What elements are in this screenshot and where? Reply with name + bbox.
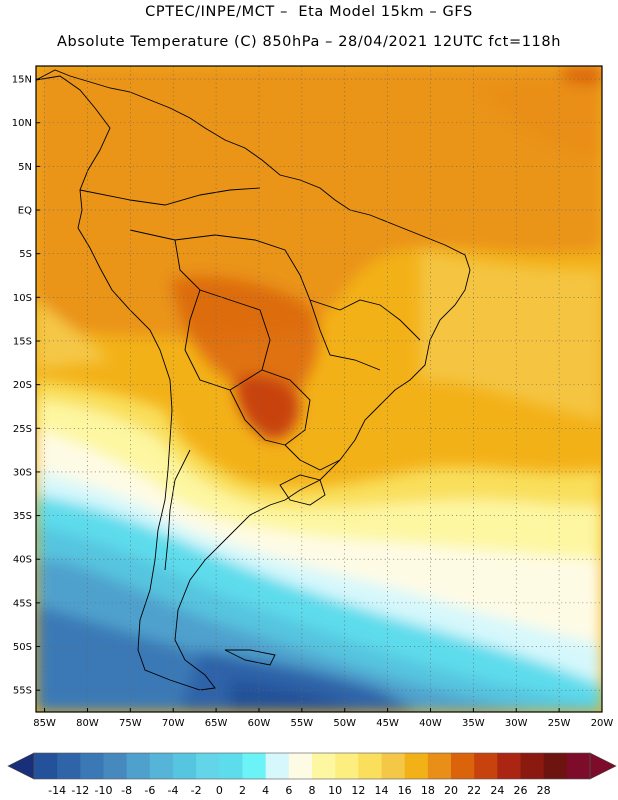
lon-label: 45W — [376, 718, 399, 729]
lat-label: 35S — [13, 511, 32, 522]
colorbar-label: 12 — [351, 784, 365, 797]
lon-label: 50W — [333, 718, 356, 729]
colorbar-label: -14 — [48, 784, 66, 797]
colorbar-swatch — [520, 753, 545, 779]
lon-label: 85W — [33, 718, 56, 729]
colorbar-label: 26 — [514, 784, 528, 797]
colorbar-label: -2 — [191, 784, 202, 797]
colorbar-swatch — [173, 753, 197, 779]
title-line-1: CPTEC/INPE/MCT – Eta Model 15km – GFS — [145, 4, 473, 20]
colorbar-label: 6 — [285, 784, 292, 797]
colorbar-swatch — [149, 753, 174, 779]
colorbar-swatch — [543, 753, 568, 779]
colorbar-swatch — [242, 753, 267, 779]
colorbar — [7, 752, 617, 780]
colorbar-swatch — [566, 753, 591, 779]
colorbar-swatch — [312, 753, 336, 779]
lon-label: 80W — [76, 718, 99, 729]
colorbar-swatch — [126, 753, 151, 779]
coastlines-and-borders — [36, 69, 471, 691]
colorbar-label: 28 — [537, 784, 551, 797]
colorbar-label: 0 — [216, 784, 223, 797]
lon-label: 55W — [291, 718, 314, 729]
colorbar-swatch — [288, 753, 313, 779]
colorbar-label: 16 — [398, 784, 412, 797]
latitude-labels: 15N 10N 5N EQ 5S 10S 15S 20S 25S 30S 35S 40S 45S 50S 5… — [12, 75, 40, 697]
colorbar-label: -6 — [144, 784, 155, 797]
lat-label: 15S — [13, 336, 32, 347]
lat-label: 45S — [13, 598, 32, 609]
colorbar-border — [33, 752, 591, 780]
lat-label: 25S — [13, 424, 32, 435]
colorbar-label: 2 — [239, 784, 246, 797]
colorbar-label: -4 — [168, 784, 179, 797]
lon-label: 35W — [462, 718, 485, 729]
colorbar-swatch — [427, 753, 452, 779]
colorbar-swatch — [196, 753, 220, 779]
colorbar-swatch — [103, 753, 128, 779]
lat-label: 40S — [13, 555, 32, 566]
colorbar-labels: -14 -12 -10 -8 -6 -4 -2 0 2 4 6 8 10 12 14 16 18 20 22 24 26… — [48, 784, 550, 797]
colorbar-swatch — [265, 753, 290, 779]
lon-label: 70W — [162, 718, 185, 729]
colorbar-swatch — [219, 753, 243, 779]
lat-label: 10N — [12, 118, 32, 129]
lat-label: 15N — [12, 75, 32, 86]
colorbar-label: -8 — [121, 784, 132, 797]
colorbar-label: 14 — [375, 784, 389, 797]
graticule — [36, 66, 603, 712]
colorbar-swatch — [497, 753, 521, 779]
lat-label: EQ — [18, 206, 32, 217]
lon-label: 30W — [505, 718, 528, 729]
colorbar-label: 4 — [262, 784, 269, 797]
colorbar-label: 10 — [328, 784, 342, 797]
lat-label: 55S — [13, 686, 32, 697]
colorbar-label: 18 — [421, 784, 435, 797]
lat-label: 50S — [13, 642, 32, 653]
colorbar-swatch — [381, 753, 406, 779]
lon-label: 40W — [419, 718, 442, 729]
colorbar-arrow-right — [589, 752, 617, 780]
lat-label: 5N — [18, 162, 32, 173]
colorbar-swatch — [34, 753, 58, 779]
colorbar-swatch — [80, 753, 104, 779]
colorbar-label: 20 — [444, 784, 458, 797]
colorbar-arrow-left — [7, 752, 35, 780]
colorbar-swatch — [57, 753, 81, 779]
colorbar-label: -10 — [95, 784, 113, 797]
longitude-labels: 85W 80W 75W 70W 65W 60W 55W 50W 45W 40W 35W 30W 25W 2… — [33, 708, 613, 729]
colorbar-swatch — [451, 753, 475, 779]
colorbar-label: 24 — [490, 784, 504, 797]
colorbar-swatch — [474, 753, 498, 779]
colorbar-label: 8 — [309, 784, 316, 797]
lon-label: 60W — [248, 718, 271, 729]
lon-label: 25W — [548, 718, 571, 729]
temperature-field — [36, 66, 602, 712]
colorbar-swatch — [404, 753, 429, 779]
lon-label: 20W — [591, 718, 614, 729]
lat-label: 5S — [19, 249, 32, 260]
lat-label: 10S — [13, 293, 32, 304]
colorbar-label: -12 — [71, 784, 89, 797]
colorbar-swatch — [358, 753, 382, 779]
lat-label: 20S — [13, 380, 32, 391]
lon-label: 75W — [119, 718, 142, 729]
lon-label: 65W — [205, 718, 228, 729]
lat-label: 30S — [13, 467, 32, 478]
map-frame — [35, 65, 603, 713]
colorbar-swatch — [335, 753, 359, 779]
title-line-2: Absolute Temperature (C) 850hPa – 28/04/… — [57, 34, 561, 50]
colorbar-label: 22 — [467, 784, 481, 797]
